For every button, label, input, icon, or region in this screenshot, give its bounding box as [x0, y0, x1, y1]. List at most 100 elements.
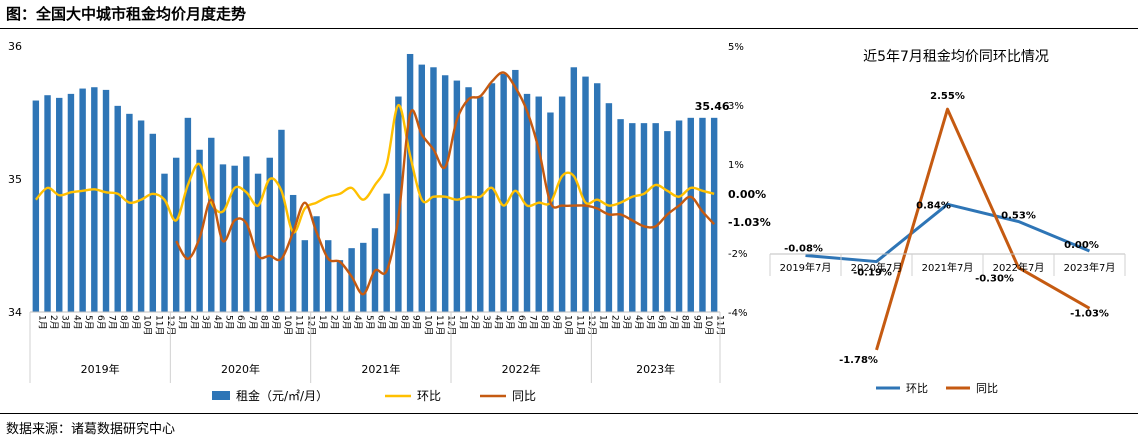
month-tick-label: 2月 [188, 315, 199, 330]
month-tick-label: 10月 [563, 315, 574, 335]
year-label: 2019年 [81, 362, 120, 376]
right-tick-label: 5% [728, 42, 744, 53]
july-comparison-chart: 近5年7月租金均价同环比情况 2019年7月 2020年7月 2021年7月 2022… [769, 49, 1126, 395]
side-lines [805, 107, 1091, 351]
side-huanbi-line [805, 202, 1091, 264]
month-tick-label: 9月 [130, 315, 141, 330]
side-category-label: 2020年7月 [851, 261, 903, 274]
month-tick-label: 9月 [411, 315, 422, 330]
rent-bar [172, 157, 180, 312]
month-tick-label: 5月 [364, 315, 375, 330]
side-huanbi-label: 0.00% [1064, 240, 1099, 251]
rent-bar [582, 76, 589, 312]
month-tick-label: 2月 [609, 315, 620, 330]
rent-bar [91, 87, 98, 312]
side-category-label: 2022年7月 [993, 261, 1045, 274]
rent-bar [605, 103, 613, 312]
month-tick-label: 8月 [259, 315, 270, 330]
month-tick-label: 2月 [469, 315, 480, 330]
huanbi-line [34, 103, 715, 234]
rent-bar [289, 194, 297, 312]
side-category-label: 2021年7月 [922, 261, 974, 274]
month-tick-label: 9月 [551, 315, 562, 330]
side-tongbi-label: 2.55% [930, 91, 965, 102]
rent-bar [687, 117, 694, 312]
month-tick-label: 5月 [644, 315, 655, 330]
rent-bar [558, 96, 566, 312]
rent-bars [32, 53, 718, 313]
month-tick-label: 9月 [691, 315, 702, 330]
month-tick-label: 4月 [212, 315, 223, 330]
legend-label: 租金（元/㎡/月） [236, 388, 328, 403]
year-label: 2021年 [361, 362, 400, 376]
rent-bar [231, 165, 238, 312]
rent-bar [184, 117, 192, 312]
side-legend-label: 同比 [976, 382, 998, 395]
rent-bar [243, 156, 250, 312]
month-tick-label: 7月 [387, 315, 398, 330]
month-tick-label: 5月 [223, 315, 234, 330]
month-tick-label: 10月 [142, 315, 153, 335]
rent-bar [710, 117, 718, 312]
rent-bar [453, 80, 461, 312]
month-tick-label: 3月 [621, 315, 632, 330]
side-tongbi-line [875, 107, 1091, 351]
right-tick-label: -4% [728, 308, 747, 319]
month-tick-label: 4月 [492, 315, 503, 330]
rent-bar [196, 149, 203, 312]
month-tick-label: 7月 [528, 315, 539, 330]
side-axis: 2019年7月 2020年7月 2021年7月 2022年7月 2023年7月 [769, 253, 1126, 276]
month-tick-label: 5月 [504, 315, 515, 330]
rent-bar [477, 96, 484, 312]
month-tick-label: 6月 [656, 315, 667, 330]
side-category-label: 2023年7月 [1064, 261, 1116, 274]
rent-bar [149, 133, 157, 312]
month-tick-label: 1月 [457, 315, 468, 330]
rent-bar [699, 117, 706, 312]
month-tick-label: 11月 [434, 315, 445, 335]
right-tick-label: 1% [728, 160, 744, 171]
left-tick-label: 36 [8, 40, 22, 53]
rent-bar [161, 173, 168, 312]
month-tick-label: 1月 [36, 315, 47, 330]
main-data-labels: 35.46 0.00% -1.03% [695, 100, 771, 229]
month-tick-label: 6月 [95, 315, 106, 330]
month-tick-label: 7月 [668, 315, 679, 330]
rent-bar [523, 93, 531, 312]
year-label: 2022年 [502, 362, 541, 376]
month-tick-label: 8月 [118, 315, 129, 330]
month-tick-label: 6月 [376, 315, 387, 330]
rent-bar [640, 123, 648, 312]
side-legend: 环比 同比 [876, 382, 998, 395]
month-tick-label: 2月 [329, 315, 340, 330]
side-huanbi-label: 0.53% [1001, 211, 1036, 222]
legend-label: 环比 [417, 389, 441, 403]
left-tick-label: 34 [8, 306, 22, 319]
rent-bar [547, 112, 554, 312]
year-label: 2023年 [636, 362, 675, 376]
rent-bar [336, 260, 344, 312]
rent-bar [664, 131, 671, 312]
rent-bar [570, 67, 578, 312]
month-tick-label: 7月 [247, 315, 258, 330]
side-huanbi-label: -0.19% [853, 268, 892, 279]
source-note: 数据来源：诸葛数据研究中心 [6, 422, 176, 437]
rent-bar [79, 88, 86, 312]
month-tick-label: 4月 [352, 315, 363, 330]
rent-bar [418, 64, 425, 313]
rent-bar [629, 123, 636, 312]
rent-bar [266, 157, 273, 312]
side-tongbi-label: -1.03% [1070, 308, 1109, 319]
rent-bar [254, 173, 262, 312]
rent-bar [360, 242, 367, 312]
tongbi-last-label: -1.03% [728, 216, 771, 229]
month-tick-label: 8月 [539, 315, 550, 330]
side-legend-label: 环比 [906, 382, 928, 395]
month-tick-label: 3月 [200, 315, 211, 330]
month-tick-label: 3月 [60, 315, 71, 330]
left-tick-label: 35 [8, 173, 22, 186]
rent-bar [313, 216, 320, 312]
month-tick-label: 3月 [481, 315, 492, 330]
